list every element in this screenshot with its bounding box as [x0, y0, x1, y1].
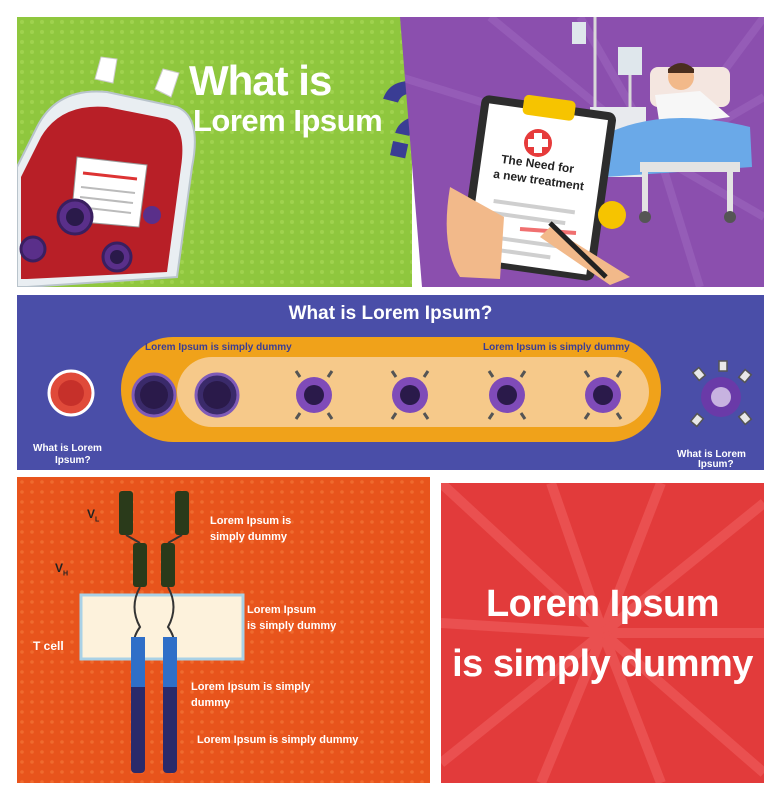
panel5-background [441, 483, 764, 783]
car-t-cell-icon-1 [294, 370, 334, 420]
note1-line2: simply dummy [210, 531, 288, 543]
caption-left-line1: What is Lorem [33, 443, 102, 454]
vh-label: VH [55, 561, 69, 578]
vh-chain-right [161, 543, 175, 587]
panel-receptor: VL VH T cell Lorem Ipsum is simply dummy… [17, 477, 430, 783]
headline-line2: is simply dummy [452, 643, 753, 685]
blood-bag-icon [17, 56, 196, 287]
vh-chain-left [133, 543, 147, 587]
panel3-background [17, 295, 764, 470]
caption-right-line1: What is Lorem [677, 449, 746, 460]
vl-chain-right [175, 491, 189, 535]
receptor-diagram [79, 491, 245, 773]
red-cell-icon [47, 369, 95, 417]
note2-line2: is simply dummy [247, 620, 337, 632]
panel-headline: Lorem Ipsum is simply dummy [441, 483, 764, 783]
caption-right-line2: Ipsum? [698, 459, 734, 470]
activated-cell-icon [689, 360, 753, 428]
car-t-cell-icon-3 [487, 370, 527, 420]
car-t-cell-icon-2 [390, 370, 430, 420]
band-label-left: Lorem Ipsum is simply dummy [145, 342, 292, 353]
panel1-title-line1: What is [189, 57, 332, 104]
band-label-right: Lorem Ipsum is simply dummy [483, 342, 630, 353]
tcell-label: T cell [33, 639, 64, 653]
panel3-title: What is Lorem Ipsum? [288, 303, 493, 324]
vl-label: VL [87, 507, 100, 524]
panel-new-treatment: The Need for a new treatment [400, 17, 764, 287]
t-cell-icon-2 [194, 372, 240, 418]
note1-line1: Lorem Ipsum is [210, 515, 292, 527]
note3-line2: dummy [191, 697, 231, 709]
panel-what-is: What is Lorem Ipsum ? [17, 17, 412, 287]
caption-left-line2: Ipsum? [55, 455, 91, 466]
cell-sequence [47, 360, 753, 428]
note4: Lorem Ipsum is simply dummy [197, 734, 359, 746]
vl-chain-left [119, 491, 133, 535]
car-t-cell-icon-4 [583, 370, 623, 420]
panel-cell-process: What is Lorem Ipsum? Lorem Ipsum is simp… [17, 295, 764, 470]
headline-line1: Lorem Ipsum [485, 583, 720, 625]
note2-line1: Lorem Ipsum [247, 604, 317, 616]
clipboard-icon [446, 94, 630, 285]
note3-line1: Lorem Ipsum is simply [191, 681, 311, 693]
panel1-title-line2: Lorem Ipsum [193, 103, 383, 138]
t-cell-icon-1 [131, 372, 177, 418]
membrane [79, 593, 245, 661]
